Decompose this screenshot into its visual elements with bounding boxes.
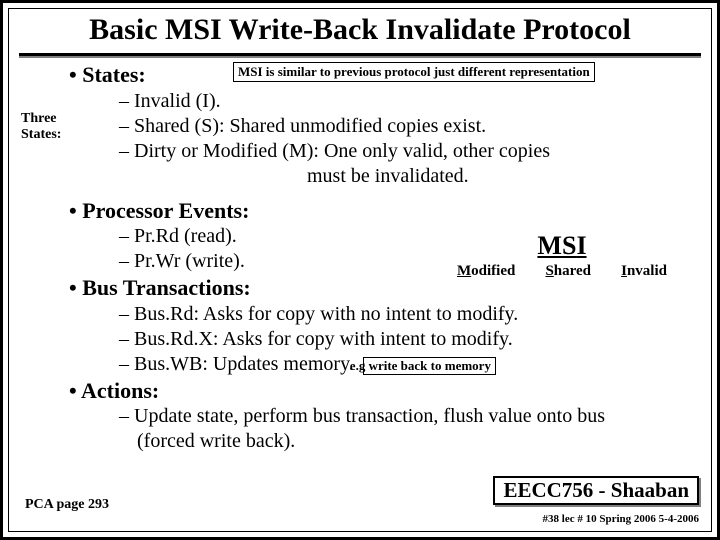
bus-wb-note: e.g write back to memory bbox=[363, 357, 496, 375]
slide: Basic MSI Write-Back Invalidate Protocol… bbox=[0, 0, 720, 540]
slide-title: Basic MSI Write-Back Invalidate Protocol bbox=[3, 13, 717, 47]
actions-heading: Actions: bbox=[87, 377, 693, 405]
msi-words: Modified Shared Invalid bbox=[457, 263, 667, 280]
bus-wb-text: Bus.WB: Updates memory. bbox=[134, 353, 354, 375]
bus-rd: Bus.Rd: Asks for copy with no intent to … bbox=[137, 302, 693, 327]
bus-wb: Bus.WB: Updates memory. e.g write back t… bbox=[137, 352, 693, 377]
footer-right-box: EECC756 - Shaaban bbox=[493, 476, 699, 505]
msi-word-shared: Shared bbox=[545, 263, 591, 280]
processor-events-heading: Processor Events: bbox=[87, 197, 693, 225]
footer-tiny: #38 lec # 10 Spring 2006 5-4-2006 bbox=[543, 513, 699, 525]
msi-s: S bbox=[562, 231, 576, 260]
msi-acronym: MSI bbox=[457, 231, 667, 261]
state-modified-cont: must be invalidated. bbox=[307, 164, 693, 189]
title-underline bbox=[19, 53, 701, 56]
state-invalid: Invalid (I). bbox=[137, 89, 693, 114]
msi-m: M bbox=[537, 231, 562, 260]
bus-rdx: Bus.Rd.X: Asks for copy with intent to m… bbox=[137, 327, 693, 352]
msi-word-modified: Modified bbox=[457, 263, 515, 280]
msi-acronym-box: MSI Modified Shared Invalid bbox=[457, 231, 667, 280]
msi-i: I bbox=[576, 231, 586, 260]
footer-left: PCA page 293 bbox=[25, 497, 109, 513]
msi-word-invalid: Invalid bbox=[621, 263, 667, 280]
states-heading: States: bbox=[87, 61, 693, 89]
state-shared: Shared (S): Shared unmodified copies exi… bbox=[137, 114, 693, 139]
action-update: Update state, perform bus transaction, f… bbox=[137, 404, 663, 454]
state-modified: Dirty or Modified (M): One only valid, o… bbox=[137, 139, 693, 164]
